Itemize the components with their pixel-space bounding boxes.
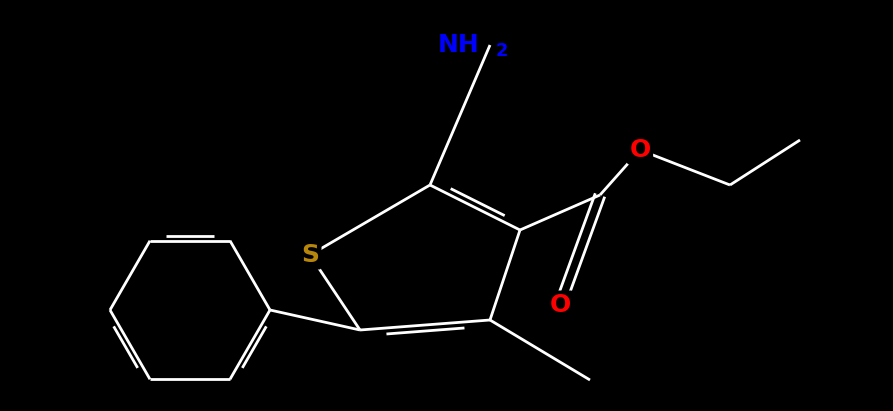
Text: O: O [630,138,651,162]
Text: NH: NH [438,33,480,57]
Text: O: O [549,293,571,317]
Text: S: S [301,243,319,267]
Text: 2: 2 [496,42,508,60]
